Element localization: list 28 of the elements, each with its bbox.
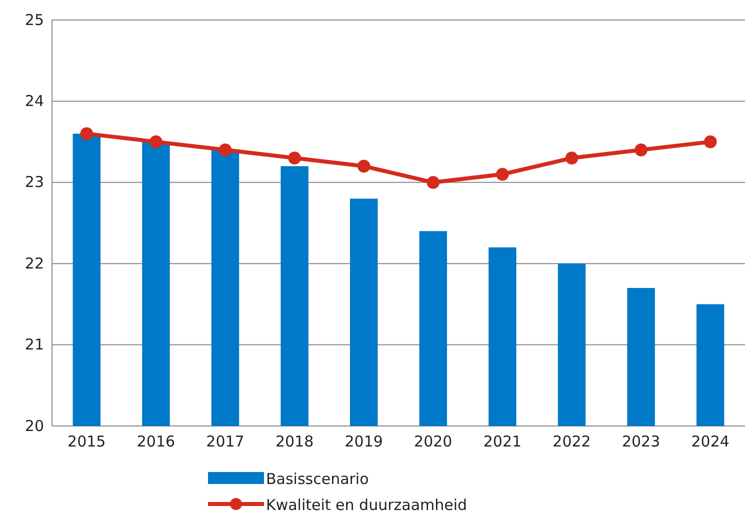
point: [218, 144, 232, 156]
legend-label: Basisscenario: [266, 470, 369, 488]
point: [634, 144, 648, 156]
y-tick-label: 25: [24, 10, 44, 29]
legend-label: Kwaliteit en duurzaamheid: [266, 496, 468, 514]
x-tick-label: 2016: [136, 432, 176, 451]
point: [80, 127, 94, 140]
x-tick-label: 2022: [552, 432, 591, 451]
x-tick-label: 2021: [483, 432, 522, 451]
y-tick-label: 23: [24, 173, 44, 192]
point: [288, 152, 301, 164]
x-tick-label: 2019: [344, 432, 383, 451]
x-tick-label: 2020: [414, 432, 452, 451]
x-tick-label: 2015: [68, 432, 106, 451]
y-tick-label: 22: [24, 254, 44, 272]
point: [565, 152, 578, 164]
point: [496, 168, 509, 181]
y-tick-label: 21: [24, 336, 44, 354]
x-tick-label: 2023: [622, 432, 660, 451]
y-tick-label: 20: [24, 416, 44, 435]
x-tick-label: 2017: [206, 432, 244, 451]
point: [357, 160, 370, 173]
x-tick-label: 2018: [275, 432, 314, 451]
point: [150, 135, 162, 148]
point: [704, 135, 717, 148]
x-tick-label: 2024: [691, 432, 730, 451]
point: [426, 176, 440, 189]
y-tick-label: 24: [24, 92, 44, 110]
